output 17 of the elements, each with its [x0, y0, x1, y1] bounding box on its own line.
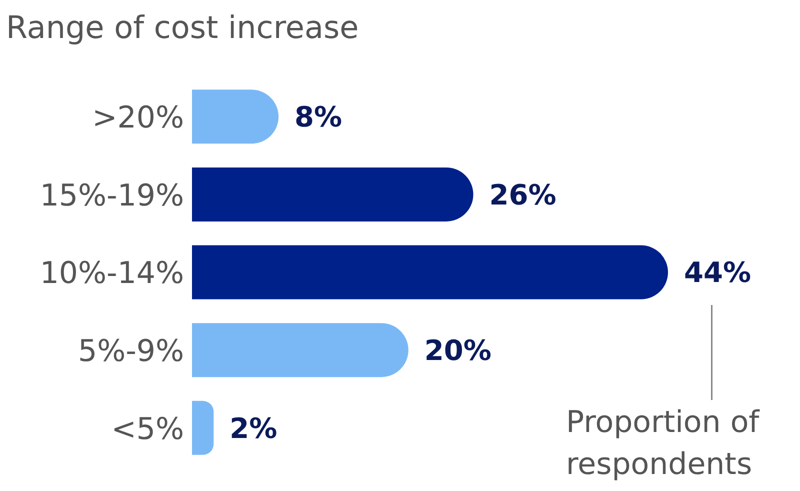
y-tick-label: 5%-9% — [78, 334, 184, 369]
y-axis-title: Range of cost increase — [6, 10, 359, 46]
bar — [192, 323, 408, 378]
data-label: 44% — [684, 256, 752, 290]
bar — [192, 90, 279, 144]
bar — [192, 245, 668, 300]
data-label: 8% — [294, 100, 342, 134]
y-tick-label: 15%-19% — [40, 178, 184, 214]
data-label: 20% — [424, 334, 492, 368]
annotation: Proportion of respondents — [566, 404, 761, 484]
y-tick-label: >20% — [92, 100, 184, 136]
y-tick-label: <5% — [111, 412, 184, 447]
data-label: 2% — [230, 412, 278, 445]
bar — [192, 400, 214, 455]
y-tick-label: 10%-14% — [40, 256, 184, 292]
data-label: 26% — [489, 178, 556, 212]
bar — [192, 167, 474, 222]
